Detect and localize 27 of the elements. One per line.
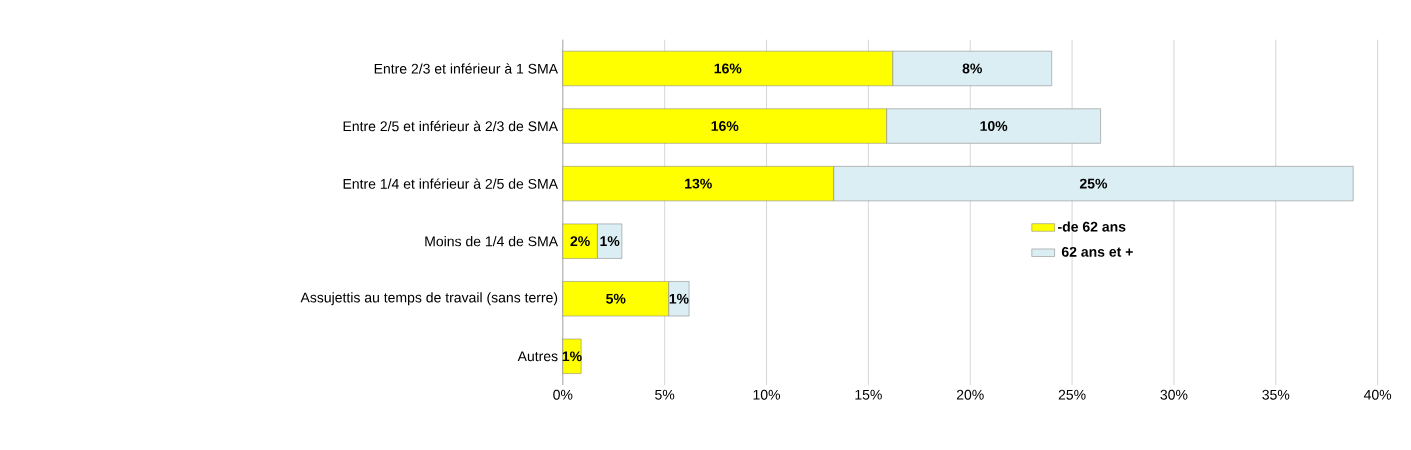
data-label: 5% xyxy=(606,293,626,304)
x-tick-label: 30% xyxy=(1160,389,1188,400)
x-tick-label: 0% xyxy=(553,389,573,400)
y-tick-label: Assujettis au temps de travail (sans terre) xyxy=(300,292,558,306)
y-tick-label: Entre 1/4 et inférieur à 2/5 de SMA xyxy=(343,178,559,189)
legend-label: -de 62 ans xyxy=(1058,221,1126,232)
data-label: 16% xyxy=(711,121,739,131)
y-tick-label: Moins de 1/4 de SMA xyxy=(425,235,559,247)
x-tick-label: 15% xyxy=(855,389,882,400)
data-label: 16% xyxy=(714,63,742,74)
data-label: 2% xyxy=(570,236,590,247)
x-tick-label: 25% xyxy=(1058,389,1086,400)
x-tick-label: 5% xyxy=(655,389,675,400)
legend-label: 62 ans et + xyxy=(1061,246,1133,257)
x-tick-label: 35% xyxy=(1262,389,1290,400)
data-label: 1% xyxy=(600,236,620,247)
y-tick-label: Entre 2/3 et inférieur à 1 SMA xyxy=(374,63,559,74)
data-label: 8% xyxy=(962,63,982,74)
data-label: 1% xyxy=(669,293,689,304)
data-label: 10% xyxy=(980,121,1008,131)
y-tick-label: Autres xyxy=(517,351,558,362)
x-tick-label: 20% xyxy=(956,389,984,400)
data-label: 25% xyxy=(1079,178,1108,189)
y-tick-label: Entre 2/5 et inférieur à 2/3 de SMA xyxy=(343,120,559,132)
x-tick-label: 10% xyxy=(753,389,781,400)
data-label: 13% xyxy=(685,178,712,189)
x-tick-label: 40% xyxy=(1363,389,1392,400)
